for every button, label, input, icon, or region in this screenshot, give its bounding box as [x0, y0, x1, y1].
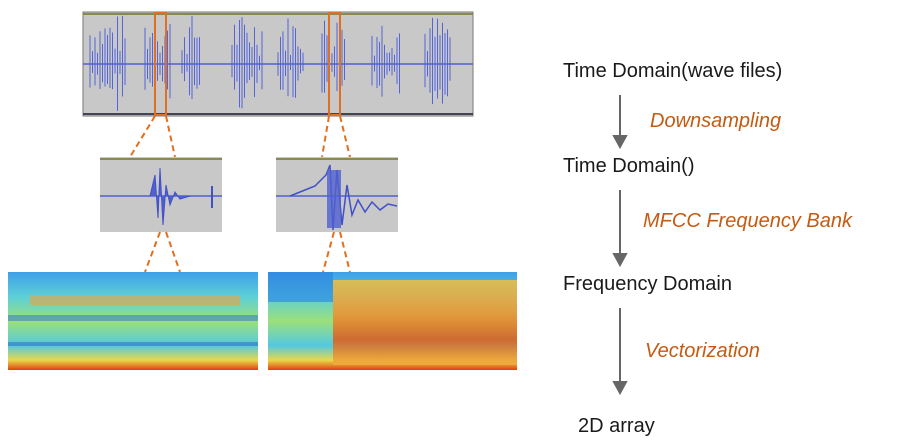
step-label: Frequency Domain	[563, 273, 732, 295]
spectrogram-right	[268, 272, 517, 370]
step-label: 2D array	[578, 415, 655, 437]
transition-label: Vectorization	[645, 340, 760, 362]
transition-label: MFCC Frequency Bank	[643, 210, 853, 232]
connectors	[129, 115, 351, 273]
waveform	[82, 11, 474, 117]
step-label: Time Domain()	[563, 155, 695, 177]
arrows	[612, 95, 628, 396]
zoom-left	[100, 157, 222, 232]
transition-label: Downsampling	[650, 110, 781, 132]
step-label: Time Domain(wave files)	[563, 60, 782, 82]
zoom-right	[276, 157, 398, 232]
spectrogram-left	[8, 272, 258, 370]
